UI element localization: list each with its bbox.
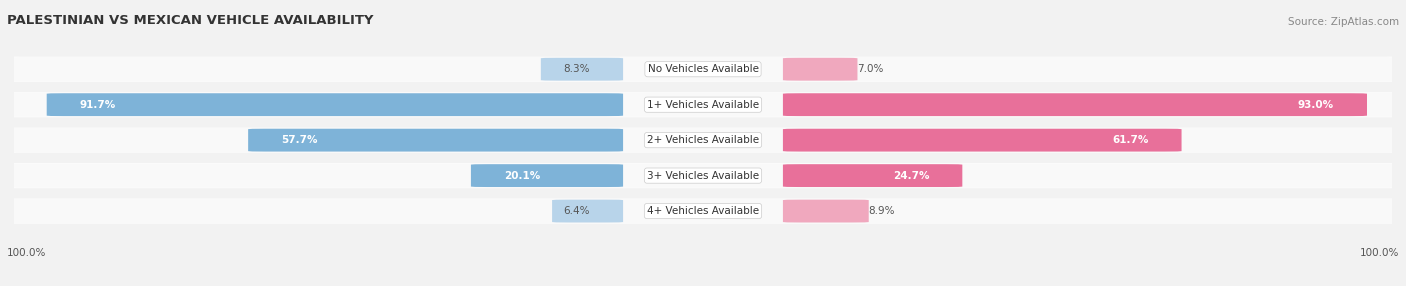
Text: 8.9%: 8.9%: [869, 206, 896, 216]
Text: 1+ Vehicles Available: 1+ Vehicles Available: [647, 100, 759, 110]
FancyBboxPatch shape: [553, 200, 623, 223]
Text: 2+ Vehicles Available: 2+ Vehicles Available: [647, 135, 759, 145]
Text: 6.4%: 6.4%: [564, 206, 591, 216]
FancyBboxPatch shape: [783, 200, 869, 223]
Text: PALESTINIAN VS MEXICAN VEHICLE AVAILABILITY: PALESTINIAN VS MEXICAN VEHICLE AVAILABIL…: [7, 14, 374, 27]
Text: 57.7%: 57.7%: [281, 135, 318, 145]
Text: 61.7%: 61.7%: [1112, 135, 1149, 145]
Text: 24.7%: 24.7%: [893, 171, 929, 180]
FancyBboxPatch shape: [7, 163, 1399, 188]
Text: 20.1%: 20.1%: [503, 171, 540, 180]
FancyBboxPatch shape: [7, 57, 1399, 82]
FancyBboxPatch shape: [7, 199, 1399, 223]
FancyBboxPatch shape: [46, 93, 623, 116]
Text: 8.3%: 8.3%: [564, 64, 591, 74]
Text: 91.7%: 91.7%: [80, 100, 117, 110]
FancyBboxPatch shape: [7, 92, 1399, 117]
Text: Source: ZipAtlas.com: Source: ZipAtlas.com: [1288, 17, 1399, 27]
FancyBboxPatch shape: [471, 164, 623, 187]
FancyBboxPatch shape: [541, 58, 623, 81]
Text: 4+ Vehicles Available: 4+ Vehicles Available: [647, 206, 759, 216]
Text: 93.0%: 93.0%: [1298, 100, 1334, 110]
FancyBboxPatch shape: [783, 93, 1367, 116]
FancyBboxPatch shape: [783, 164, 962, 187]
Text: 7.0%: 7.0%: [858, 64, 884, 74]
FancyBboxPatch shape: [0, 198, 1406, 224]
FancyBboxPatch shape: [783, 58, 858, 81]
FancyBboxPatch shape: [0, 57, 1406, 82]
FancyBboxPatch shape: [783, 129, 1181, 152]
FancyBboxPatch shape: [0, 163, 1406, 188]
FancyBboxPatch shape: [247, 129, 623, 152]
FancyBboxPatch shape: [0, 92, 1406, 117]
Text: 3+ Vehicles Available: 3+ Vehicles Available: [647, 171, 759, 180]
FancyBboxPatch shape: [7, 128, 1399, 152]
FancyBboxPatch shape: [0, 128, 1406, 153]
Text: 100.0%: 100.0%: [7, 248, 46, 258]
Text: No Vehicles Available: No Vehicles Available: [648, 64, 758, 74]
Text: 100.0%: 100.0%: [1360, 248, 1399, 258]
